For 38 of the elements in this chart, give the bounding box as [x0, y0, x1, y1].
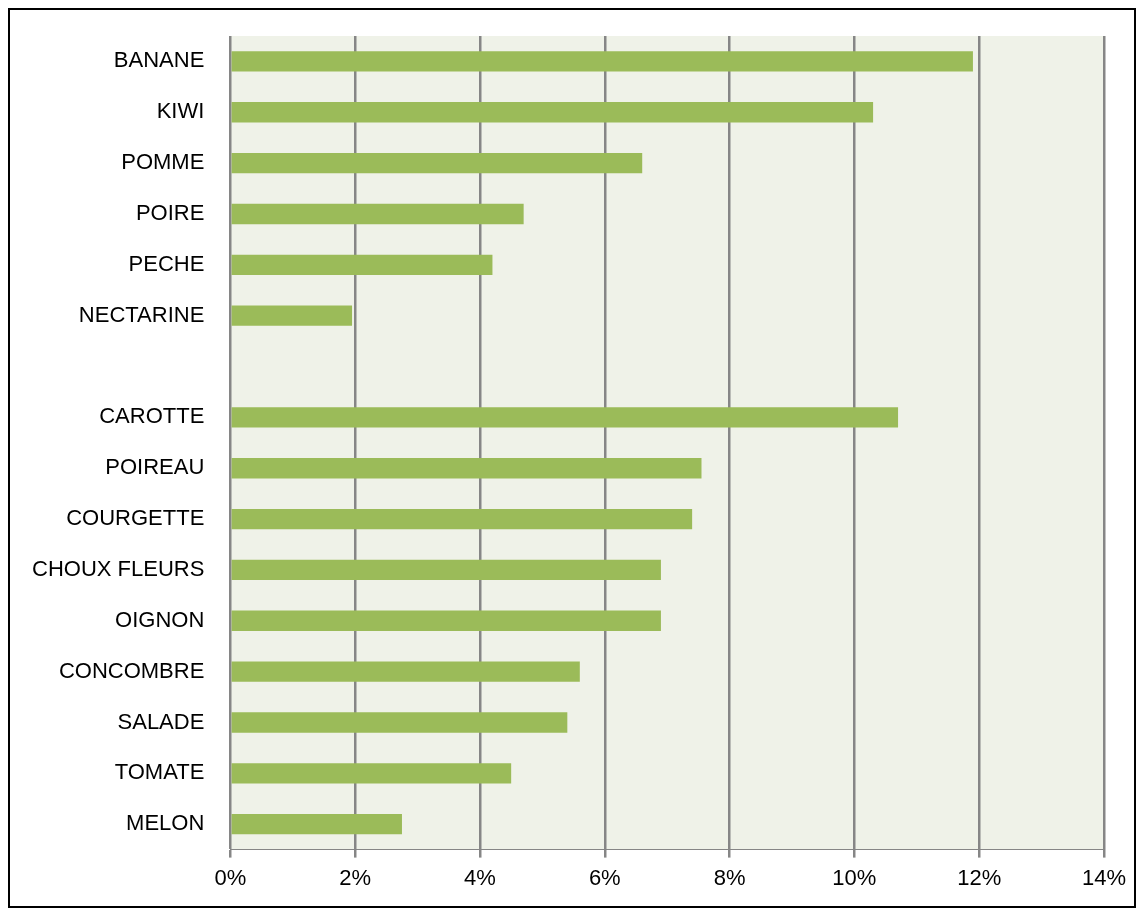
y-tick-label: BANANE: [113, 47, 205, 73]
y-tick-label: TOMATE: [114, 759, 205, 785]
bar: [231, 203, 524, 225]
bar: [231, 407, 899, 428]
y-tick-label: NECTARINE: [78, 301, 205, 327]
bar: [231, 102, 874, 123]
y-tick-label: PECHE: [128, 250, 205, 276]
x-tick-label: 10%: [832, 864, 877, 890]
bar: [231, 254, 493, 275]
x-tick-label: 12%: [957, 864, 1002, 890]
x-tick-label: 0%: [214, 864, 247, 890]
x-tick-label: 4%: [464, 864, 496, 890]
bar: [231, 712, 568, 733]
y-tick-label: POIRE: [135, 200, 205, 226]
bar: [231, 305, 353, 326]
bar: [231, 508, 693, 530]
x-tick-label: 2%: [339, 864, 372, 890]
y-tick-label: CONCOMBRE: [58, 657, 205, 683]
y-tick-label: MELON: [126, 810, 205, 836]
bar: [231, 814, 402, 835]
bar: [231, 152, 643, 174]
y-tick-label: POIREAU: [105, 454, 205, 480]
y-tick-label: CAROTTE: [99, 403, 205, 429]
bar: [231, 610, 661, 631]
y-tick-label: CHOUX FLEURS: [32, 555, 205, 581]
bar: [231, 458, 702, 479]
y-tick-label: OIGNON: [115, 606, 205, 632]
bar: [231, 763, 512, 784]
y-tick-label: SALADE: [117, 708, 205, 734]
x-tick-label: 6%: [588, 864, 621, 890]
x-tick-label: 8%: [713, 864, 746, 890]
bar: [231, 559, 661, 581]
y-tick-label: POMME: [121, 149, 205, 175]
bar: [231, 661, 580, 682]
bar: [231, 51, 973, 72]
y-tick-label: KIWI: [156, 98, 205, 124]
x-tick-label: 14%: [1081, 864, 1127, 890]
y-tick-label: COURGETTE: [66, 505, 205, 531]
